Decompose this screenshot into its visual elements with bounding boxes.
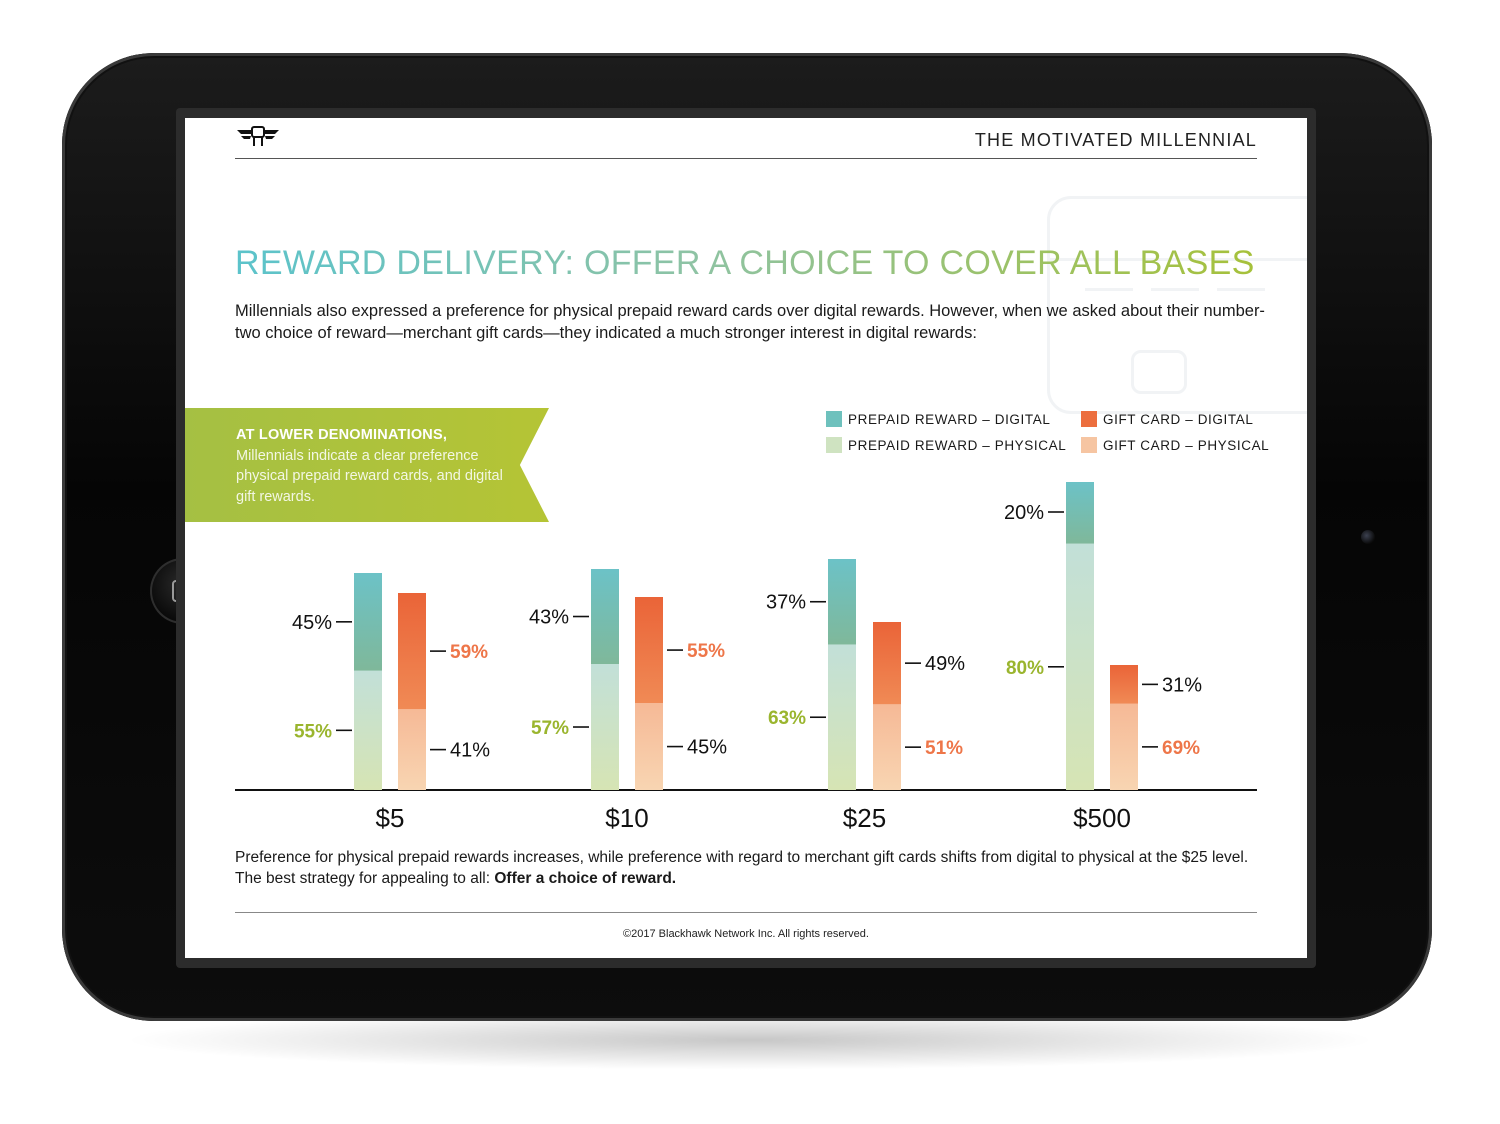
- bar-prepaid-physical: [354, 670, 382, 790]
- intro-paragraph: Millennials also expressed a preference …: [235, 302, 1265, 342]
- background-card-dash: [1217, 288, 1265, 291]
- bar-prepaid-digital: [1066, 482, 1094, 544]
- callout-text: AT LOWER DENOMINATIONS, Millennials indi…: [236, 425, 526, 507]
- legend-swatch-prepaid-physical: [826, 437, 842, 453]
- data-label-prepaid-digital: 37%: [766, 592, 806, 614]
- x-tick-label: $5: [376, 803, 405, 833]
- bar-gift-physical: [635, 703, 663, 790]
- copyright-notice: ©2017 Blackhawk Network Inc. All rights …: [623, 928, 869, 940]
- legend-swatch-prepaid-digital: [826, 411, 842, 427]
- bar-gift-digital: [1110, 665, 1138, 704]
- bar-prepaid-physical: [828, 644, 856, 790]
- footnote-text: Preference for physical prepaid rewards …: [235, 849, 1249, 887]
- footnote-emphasis: Offer a choice of reward.: [494, 869, 677, 887]
- x-tick-label: $25: [843, 803, 886, 833]
- data-label-gift-digital: 59%: [450, 642, 488, 663]
- bar-prepaid-digital: [354, 573, 382, 671]
- background-card-dash: [1151, 288, 1199, 291]
- legend-label-gift-digital: GIFT CARD – DIGITAL: [1103, 412, 1254, 427]
- x-tick-label: $500: [1073, 803, 1131, 833]
- front-camera: [1361, 530, 1375, 544]
- bar-gift-physical: [1110, 703, 1138, 790]
- chart-footnote: Preference for physical prepaid rewards …: [235, 848, 1265, 889]
- callout-ribbon: [185, 408, 549, 522]
- background-card-chip: [1131, 350, 1187, 394]
- data-label-gift-physical: 69%: [1162, 738, 1200, 759]
- bar-prepaid-physical: [591, 664, 619, 790]
- data-label-gift-digital: 49%: [925, 653, 965, 675]
- data-label-prepaid-digital: 20%: [1004, 502, 1044, 524]
- data-label-prepaid-physical: 63%: [768, 708, 806, 729]
- legend-label-gift-physical: GIFT CARD – PHYSICAL: [1103, 438, 1270, 453]
- bar-prepaid-digital: [591, 569, 619, 665]
- page-headline: REWARD DELIVERY: OFFER A CHOICE TO COVER…: [235, 244, 1255, 282]
- data-label-gift-digital: 55%: [687, 641, 725, 662]
- bar-prepaid-physical: [1066, 543, 1094, 790]
- bar-gift-digital: [635, 597, 663, 704]
- footer-divider: [235, 912, 1257, 913]
- x-tick-label: $10: [605, 803, 648, 833]
- publication-title: THE MOTIVATED MILLENNIAL: [974, 130, 1257, 150]
- winged-fist-icon: [237, 126, 279, 146]
- data-label-prepaid-physical: 55%: [294, 721, 332, 742]
- data-label-gift-physical: 45%: [687, 737, 727, 759]
- bar-prepaid-digital: [828, 559, 856, 645]
- bar-gift-physical: [873, 704, 901, 790]
- bar-gift-digital: [873, 622, 901, 705]
- legend-swatch-gift-digital: [1081, 411, 1097, 427]
- data-label-prepaid-digital: 43%: [529, 607, 569, 629]
- legend-label-prepaid-digital: PREPAID REWARD – DIGITAL: [848, 412, 1051, 427]
- header-divider: [235, 158, 1257, 159]
- legend-label-prepaid-physical: PREPAID REWARD – PHYSICAL: [848, 438, 1067, 453]
- stacked-bar-chart: $5 55% 45% 41% 59% $10 57% 43% 45% 55% $25 63% 37% 51…: [235, 482, 1257, 833]
- data-label-prepaid-digital: 45%: [292, 612, 332, 634]
- data-label-gift-physical: 41%: [450, 740, 490, 762]
- data-label-prepaid-physical: 80%: [1006, 658, 1044, 679]
- background-card-stripe: [1047, 258, 1307, 261]
- background-card-dash: [1085, 288, 1133, 291]
- callout-body: Millennials indicate a clear preference …: [236, 447, 503, 505]
- bar-gift-physical: [398, 709, 426, 790]
- bar-gift-digital: [398, 593, 426, 710]
- data-label-gift-digital: 31%: [1162, 674, 1202, 696]
- data-label-prepaid-physical: 57%: [531, 718, 569, 739]
- screen: THE MOTIVATED MILLENNIAL REWARD DELIVERY…: [185, 118, 1307, 958]
- data-label-gift-physical: 51%: [925, 738, 963, 759]
- background-card-icon: [1047, 196, 1307, 414]
- legend-swatch-gift-physical: [1081, 437, 1097, 453]
- callout-heading: AT LOWER DENOMINATIONS,: [236, 427, 448, 443]
